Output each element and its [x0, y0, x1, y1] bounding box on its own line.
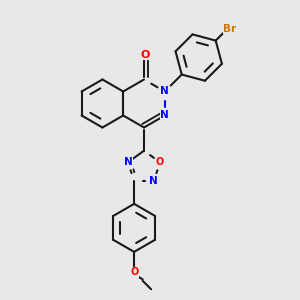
Text: O: O [130, 267, 138, 277]
Text: Br: Br [224, 24, 236, 34]
Text: O: O [156, 157, 164, 167]
Text: N: N [160, 110, 169, 121]
Text: N: N [149, 176, 158, 186]
Text: O: O [141, 50, 150, 60]
Text: N: N [160, 86, 169, 97]
Text: N: N [124, 157, 132, 167]
